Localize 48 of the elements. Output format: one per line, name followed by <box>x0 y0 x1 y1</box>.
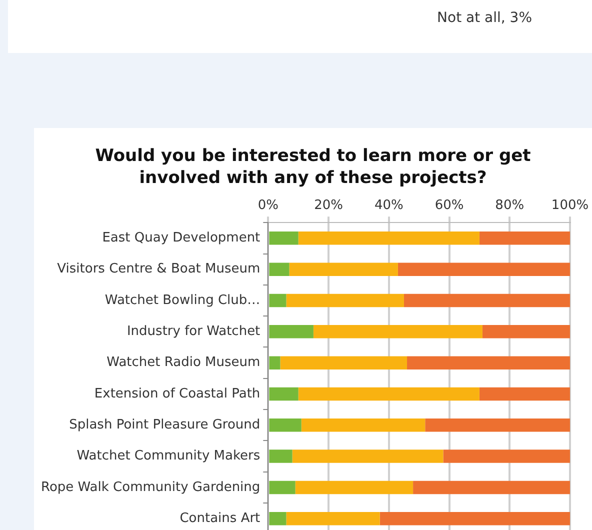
bar <box>443 450 570 463</box>
y-tick-label: Contains Art <box>180 510 260 526</box>
bar <box>269 418 302 432</box>
bar <box>298 387 480 401</box>
bar <box>425 418 570 432</box>
bar <box>286 512 380 526</box>
bar <box>292 450 444 463</box>
bar <box>280 356 408 370</box>
bar <box>380 512 570 526</box>
text: Not at all, 3% <box>437 10 532 26</box>
bar <box>286 294 404 308</box>
x-tick-label: 80% <box>495 198 524 214</box>
y-tick-label: East Quay Development <box>102 230 260 246</box>
y-tick-label: Industry for Watchet <box>126 324 260 340</box>
bar <box>313 325 482 338</box>
y-tick-label: Rope Walk Community Gardening <box>40 480 260 495</box>
bar <box>289 262 398 276</box>
bar <box>269 262 290 276</box>
bar <box>269 294 286 308</box>
y-tick-label: Visitors Centre & Boat Museum <box>57 262 260 277</box>
y-tick-label: Watchet Radio Museum <box>106 355 260 370</box>
x-tick-label: 20% <box>314 198 343 214</box>
bar <box>295 480 414 494</box>
x-tick-label: 40% <box>374 198 404 214</box>
bar <box>479 387 570 401</box>
bar <box>298 232 480 245</box>
y-tick-label: Watchet Bowling Club… <box>104 292 260 308</box>
y-tick-label: Splash Point Pleasure Ground <box>69 418 260 433</box>
x-tick-label: 100% <box>551 198 589 214</box>
bar <box>269 387 298 401</box>
bar <box>269 356 280 370</box>
chart-title: Would you be interested to learn more or get involved with any of these projects? <box>94 145 532 189</box>
bar <box>269 450 292 463</box>
bar <box>404 294 570 308</box>
bar <box>398 262 570 276</box>
bar <box>269 232 298 245</box>
bar <box>407 356 570 370</box>
bar <box>413 480 570 494</box>
y-tick-label: Watchet Community Makers <box>76 448 260 464</box>
bar <box>269 480 296 494</box>
bar <box>479 232 570 245</box>
x-tick-label: 0% <box>258 198 278 214</box>
y-tick-label: Extension of Coastal Path <box>94 386 260 402</box>
bar <box>482 325 570 338</box>
bar <box>269 512 286 526</box>
x-tick-label: 60% <box>434 198 464 214</box>
bar <box>301 418 426 432</box>
bar <box>269 325 314 338</box>
